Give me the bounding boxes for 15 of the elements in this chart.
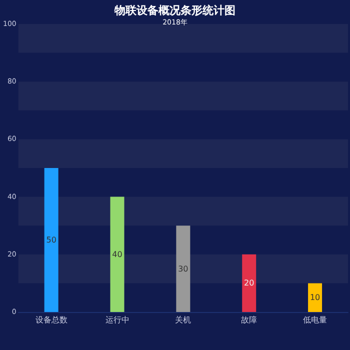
chart-title: 物联设备概况条形统计图 [114, 4, 236, 17]
data-label: 40 [112, 250, 122, 259]
x-tick-label: 运行中 [105, 316, 130, 324]
bar [176, 226, 190, 312]
x-tick-label: 故障 [241, 316, 258, 324]
data-label: 20 [244, 278, 254, 288]
bar [44, 168, 58, 312]
x-tick-label: 设备总数 [35, 316, 68, 324]
data-label: 30 [178, 264, 188, 274]
x-tick-label: 低电量 [303, 316, 328, 324]
x-tick-label: 关机 [175, 316, 192, 324]
bar [110, 196, 124, 312]
data-label: 10 [310, 293, 320, 302]
bar [242, 254, 256, 312]
data-label: 50 [46, 236, 56, 244]
